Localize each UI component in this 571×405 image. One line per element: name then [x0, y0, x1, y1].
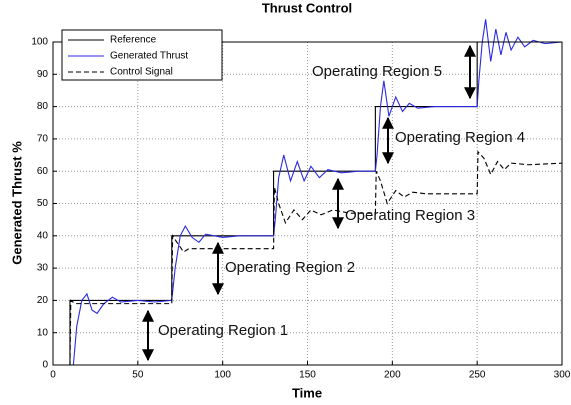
legend: Reference Generated Thrust Control Signal	[61, 29, 223, 81]
annotation: Operating Region 2	[225, 259, 355, 276]
x-tick-label: 100	[214, 370, 231, 381]
y-tick-label: 20	[37, 295, 49, 306]
x-tick-label: 50	[132, 370, 144, 381]
series-line	[53, 41, 562, 366]
y-tick-label: 50	[37, 198, 49, 209]
plot-frame	[52, 41, 563, 366]
x-tick-label: 200	[384, 370, 401, 381]
annotation: Operating Region 5	[312, 63, 442, 80]
y-tick-label: 100	[31, 37, 48, 48]
y-axis-label: Generated Thrust %	[9, 141, 24, 265]
y-tick-label: 0	[42, 360, 48, 371]
annotation: Operating Region 1	[158, 322, 288, 339]
annotation: Operating Region 4	[395, 129, 525, 146]
y-tick-label: 70	[37, 134, 49, 145]
y-tick-label: 40	[37, 230, 49, 241]
x-tick-label: 0	[50, 370, 56, 381]
legend-label: Generated Thrust	[110, 51, 188, 62]
y-tick-label: 10	[37, 327, 49, 338]
x-tick-label: 300	[554, 370, 571, 381]
series-line	[53, 19, 563, 366]
y-tick-label: 90	[37, 69, 49, 80]
legend-label: Reference	[110, 35, 157, 46]
series-line	[53, 150, 563, 366]
y-tick-label: 80	[37, 101, 49, 112]
x-axis-label: Time	[292, 385, 322, 400]
y-tick-label: 30	[37, 263, 49, 274]
legend-label: Control Signal	[110, 67, 173, 78]
x-tick-label: 150	[299, 370, 316, 381]
annotation: Operating Region 3	[345, 207, 475, 224]
chart-title: Thrust Control	[262, 0, 352, 15]
x-tick-label: 250	[469, 370, 486, 381]
y-tick-label: 60	[37, 166, 49, 177]
